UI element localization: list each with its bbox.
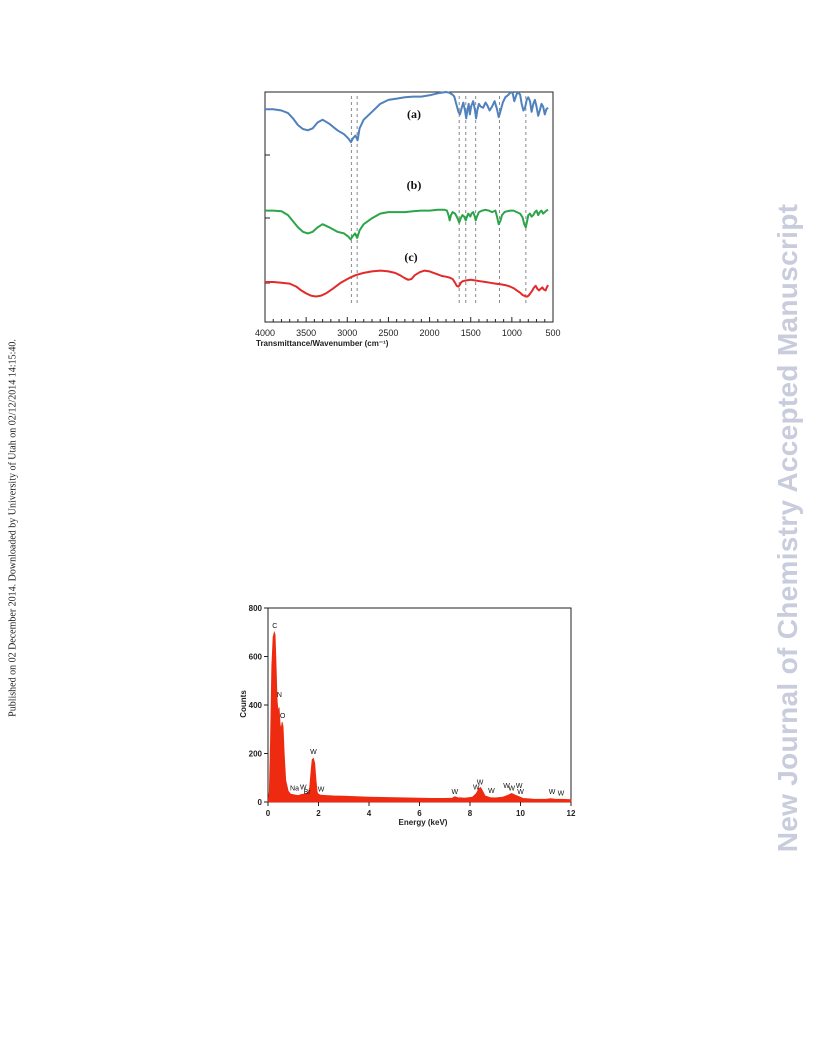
ftir-series-label-b: (b) bbox=[407, 178, 422, 192]
ftir-x-tick-label: 2500 bbox=[378, 328, 398, 338]
eds-y-tick-label: 800 bbox=[249, 604, 263, 613]
eds-y-tick-label: 400 bbox=[249, 701, 263, 710]
ftir-plot-frame bbox=[264, 91, 554, 323]
eds-peak-label: W bbox=[477, 779, 484, 786]
ftir-x-tick-label: 1000 bbox=[502, 328, 522, 338]
eds-spectrum-area bbox=[267, 630, 572, 803]
eds-peak-label: N bbox=[277, 692, 282, 699]
ftir-x-tick-label: 1500 bbox=[461, 328, 481, 338]
ftir-x-tick-label: 3000 bbox=[337, 328, 357, 338]
ftir-series-label-c: (c) bbox=[404, 250, 417, 264]
eds-x-tick-label: 10 bbox=[516, 809, 525, 818]
eds-y-tick-label: 200 bbox=[249, 750, 263, 759]
ftir-x-tick-label: 2000 bbox=[420, 328, 440, 338]
eds-x-tick-label: 4 bbox=[367, 809, 372, 818]
eds-peak-label: W bbox=[300, 784, 307, 791]
ftir-x-tick-label: 500 bbox=[545, 328, 560, 338]
eds-peak-label: Br bbox=[304, 789, 312, 796]
eds-y-tick-label: 600 bbox=[249, 653, 263, 662]
ftir-series-line-b bbox=[265, 208, 549, 241]
eds-y-tick-label: 0 bbox=[258, 798, 263, 807]
eds-peak-label: O bbox=[280, 713, 286, 720]
eds-peak-label: W bbox=[516, 783, 523, 790]
eds-x-tick-label: 12 bbox=[567, 809, 576, 818]
eds-peak-label: C bbox=[272, 623, 277, 630]
ftir-x-tick-label: 4000 bbox=[255, 328, 275, 338]
eds-peak-label: W bbox=[508, 786, 515, 793]
ftir-series-label-a: (a) bbox=[407, 107, 421, 121]
eds-x-tick-label: 6 bbox=[417, 809, 422, 818]
eds-peak-label: W bbox=[310, 749, 317, 756]
eds-x-tick-label: 0 bbox=[266, 809, 271, 818]
eds-x-tick-label: 2 bbox=[316, 809, 321, 818]
eds-x-tick-label: 8 bbox=[468, 809, 473, 818]
eds-peak-label: W bbox=[452, 789, 459, 796]
ftir-series-line-a bbox=[265, 91, 549, 144]
eds-peak-label: W bbox=[318, 787, 325, 794]
eds-peak-label: W bbox=[517, 789, 524, 796]
eds-peak-label: W bbox=[549, 789, 556, 796]
eds-peak-label: W bbox=[503, 783, 510, 790]
eds-x-axis-title: Energy (keV) bbox=[399, 818, 448, 827]
eds-peak-label: Na bbox=[290, 786, 299, 793]
eds-peak-label: W bbox=[488, 788, 495, 795]
eds-y-axis-title: Counts bbox=[239, 690, 248, 718]
eds-peak-label: W bbox=[473, 784, 480, 791]
ftir-series-line-c bbox=[265, 269, 549, 298]
eds-peak-label: W bbox=[558, 790, 565, 797]
ftir-x-tick-label: 3500 bbox=[296, 328, 316, 338]
ftir-x-axis-title: Transmittance/Wavenumber (cm⁻¹) bbox=[256, 339, 389, 348]
